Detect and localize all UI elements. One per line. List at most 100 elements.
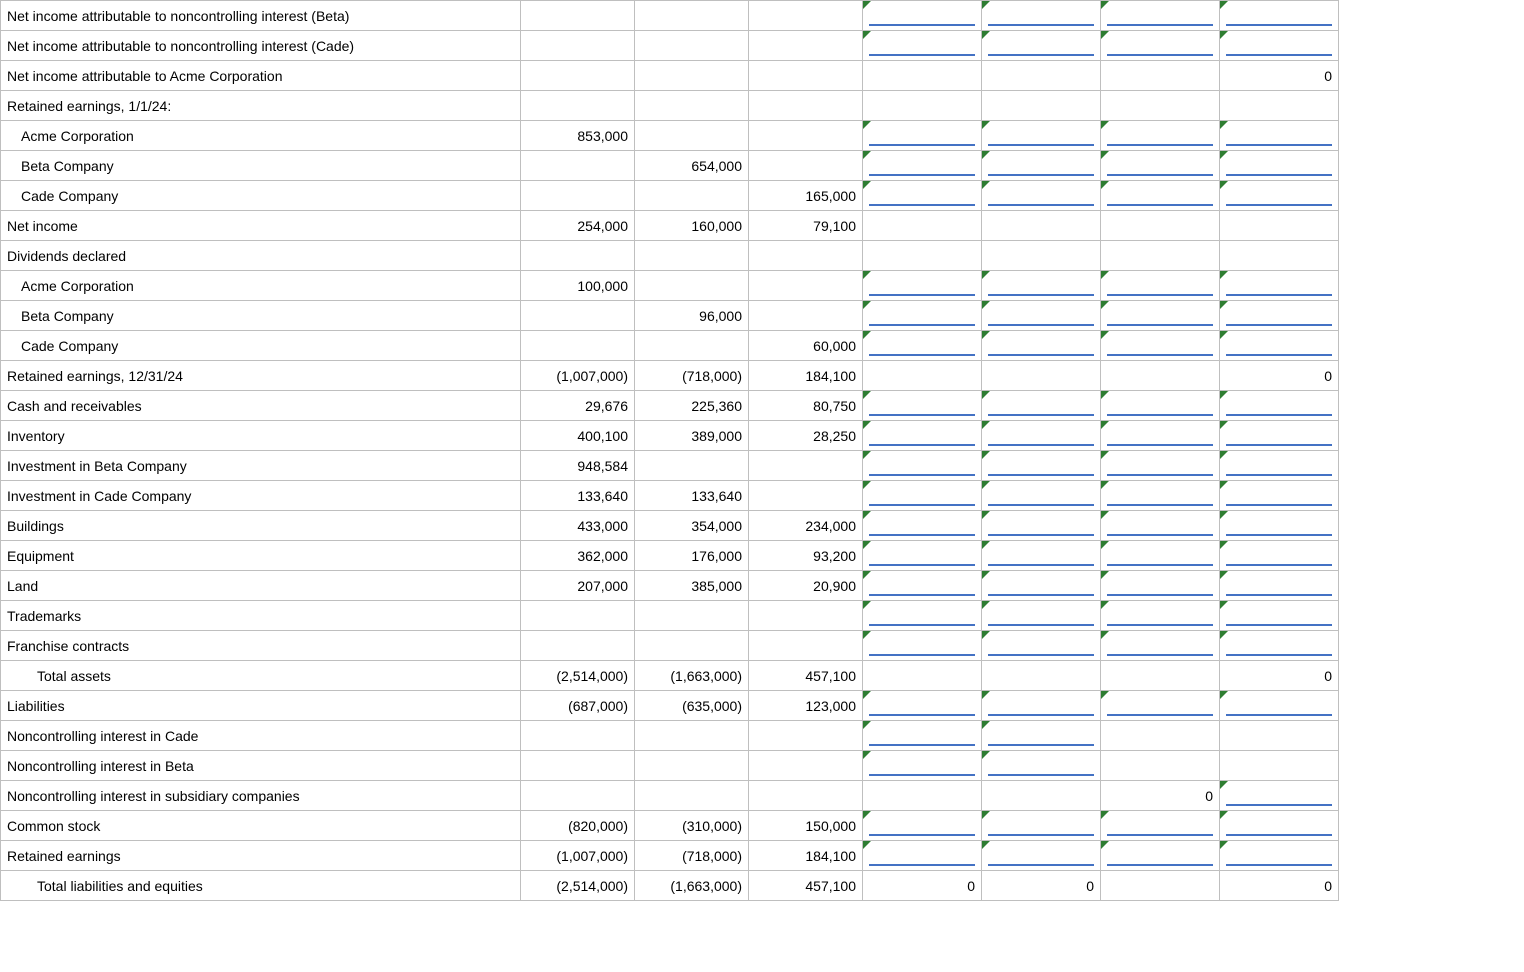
worksheet-input[interactable] [1107,156,1213,176]
worksheet-input[interactable] [869,426,975,446]
input-cell[interactable] [1220,811,1339,841]
worksheet-input[interactable] [869,486,975,506]
worksheet-input[interactable] [988,696,1094,716]
worksheet-input[interactable] [869,156,975,176]
worksheet-input[interactable] [1107,486,1213,506]
worksheet-input[interactable] [1226,36,1332,56]
input-cell[interactable] [982,121,1101,151]
worksheet-input[interactable] [869,126,975,146]
worksheet-input[interactable] [988,426,1094,446]
input-cell[interactable] [982,811,1101,841]
worksheet-input[interactable] [988,36,1094,56]
worksheet-input[interactable] [1226,846,1332,866]
input-cell[interactable] [863,601,982,631]
input-cell[interactable] [1101,121,1220,151]
worksheet-input[interactable] [1107,6,1213,26]
input-cell[interactable] [863,421,982,451]
input-cell[interactable] [982,151,1101,181]
worksheet-input[interactable] [1107,36,1213,56]
input-cell[interactable] [1220,331,1339,361]
worksheet-input[interactable] [988,726,1094,746]
input-cell[interactable] [1220,841,1339,871]
input-cell[interactable] [863,151,982,181]
worksheet-input[interactable] [1226,186,1332,206]
worksheet-input[interactable] [988,456,1094,476]
input-cell[interactable] [982,331,1101,361]
input-cell[interactable] [863,691,982,721]
worksheet-input[interactable] [1107,456,1213,476]
worksheet-input[interactable] [1107,546,1213,566]
worksheet-input[interactable] [1226,816,1332,836]
input-cell[interactable] [1220,601,1339,631]
input-cell[interactable] [863,541,982,571]
input-cell[interactable] [1101,511,1220,541]
worksheet-input[interactable] [988,306,1094,326]
input-cell[interactable] [982,421,1101,451]
worksheet-input[interactable] [988,846,1094,866]
worksheet-input[interactable] [1226,636,1332,656]
worksheet-input[interactable] [1107,516,1213,536]
worksheet-input[interactable] [1107,306,1213,326]
worksheet-input[interactable] [1107,696,1213,716]
worksheet-input[interactable] [869,6,975,26]
input-cell[interactable] [1101,181,1220,211]
worksheet-input[interactable] [1226,306,1332,326]
input-cell[interactable] [1220,451,1339,481]
input-cell[interactable] [863,31,982,61]
input-cell[interactable] [1220,421,1339,451]
worksheet-input[interactable] [1226,6,1332,26]
input-cell[interactable] [982,181,1101,211]
worksheet-input[interactable] [1226,786,1332,806]
worksheet-input[interactable] [988,576,1094,596]
worksheet-input[interactable] [988,546,1094,566]
worksheet-input[interactable] [869,726,975,746]
input-cell[interactable] [1220,511,1339,541]
input-cell[interactable] [1101,151,1220,181]
input-cell[interactable] [863,571,982,601]
worksheet-input[interactable] [988,516,1094,536]
input-cell[interactable] [863,181,982,211]
worksheet-input[interactable] [1107,636,1213,656]
input-cell[interactable] [863,1,982,31]
input-cell[interactable] [1101,541,1220,571]
input-cell[interactable] [1220,121,1339,151]
input-cell[interactable] [1101,271,1220,301]
input-cell[interactable] [982,601,1101,631]
input-cell[interactable] [1220,391,1339,421]
input-cell[interactable] [982,841,1101,871]
input-cell[interactable] [1220,181,1339,211]
worksheet-input[interactable] [869,846,975,866]
input-cell[interactable] [982,511,1101,541]
input-cell[interactable] [982,271,1101,301]
worksheet-input[interactable] [869,396,975,416]
input-cell[interactable] [1101,391,1220,421]
worksheet-input[interactable] [1226,426,1332,446]
input-cell[interactable] [863,631,982,661]
input-cell[interactable] [863,331,982,361]
input-cell[interactable] [982,691,1101,721]
worksheet-input[interactable] [1226,576,1332,596]
worksheet-input[interactable] [1107,186,1213,206]
input-cell[interactable] [1101,1,1220,31]
input-cell[interactable] [982,451,1101,481]
input-cell[interactable] [982,31,1101,61]
input-cell[interactable] [1220,631,1339,661]
worksheet-input[interactable] [988,396,1094,416]
worksheet-input[interactable] [869,576,975,596]
worksheet-input[interactable] [869,606,975,626]
worksheet-input[interactable] [1226,156,1332,176]
worksheet-input[interactable] [1107,336,1213,356]
worksheet-input[interactable] [1107,816,1213,836]
input-cell[interactable] [863,271,982,301]
input-cell[interactable] [982,481,1101,511]
worksheet-input[interactable] [1226,336,1332,356]
worksheet-input[interactable] [988,756,1094,776]
input-cell[interactable] [1220,481,1339,511]
input-cell[interactable] [863,721,982,751]
worksheet-input[interactable] [1226,276,1332,296]
worksheet-input[interactable] [988,126,1094,146]
worksheet-input[interactable] [988,6,1094,26]
input-cell[interactable] [1220,781,1339,811]
input-cell[interactable] [982,631,1101,661]
worksheet-input[interactable] [988,336,1094,356]
